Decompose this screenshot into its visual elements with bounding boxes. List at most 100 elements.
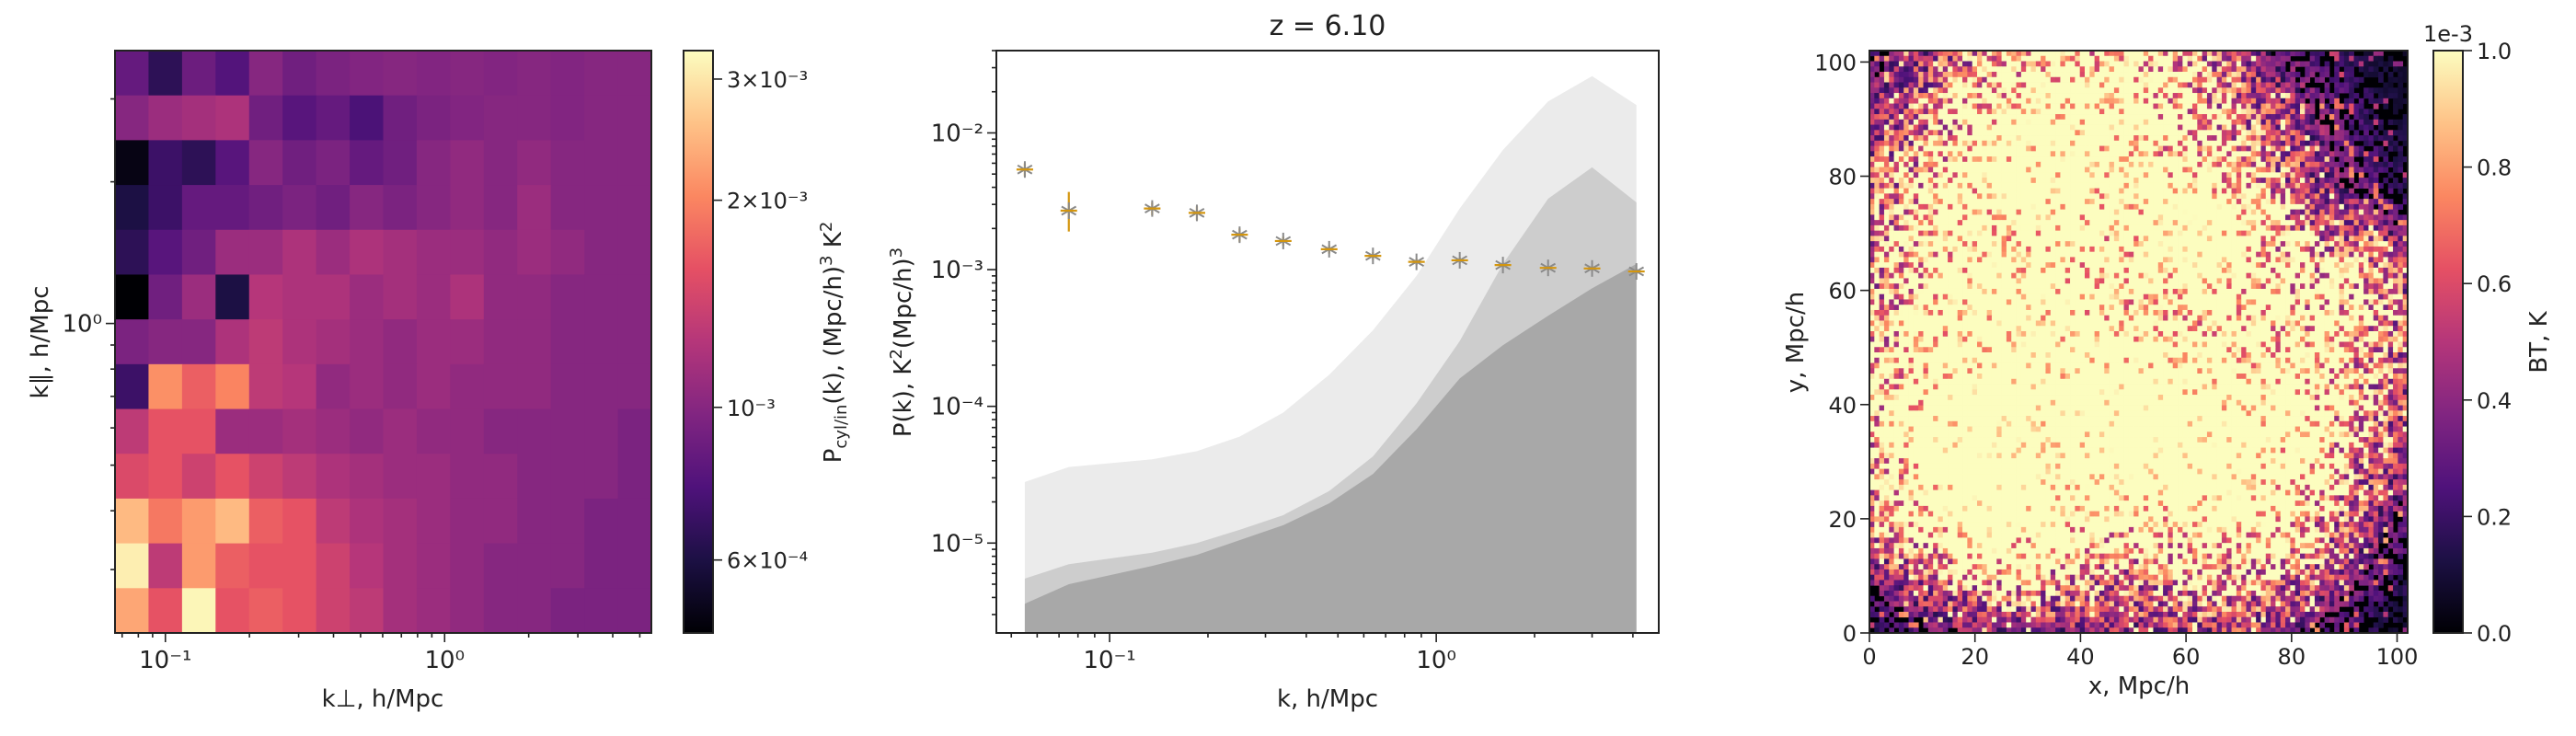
map-pixel (1952, 156, 1959, 163)
map-pixel (2006, 82, 2012, 88)
map-pixel (2026, 224, 2031, 232)
map-pixel (2368, 220, 2375, 226)
heatmap-cell (350, 185, 385, 231)
map-pixel (1923, 156, 1929, 163)
map-pixel (2319, 124, 2325, 131)
map-pixel (2163, 55, 2168, 62)
map-pixel (2250, 151, 2257, 157)
map-pixel (2104, 257, 2110, 263)
map-pixel (1986, 272, 1993, 279)
map-pixel (2314, 220, 2320, 226)
map-pixel (2363, 178, 2369, 184)
map-pixel (2070, 161, 2076, 167)
map-pixel (2349, 55, 2354, 62)
map-pixel (2109, 72, 2115, 78)
map-pixel (2085, 188, 2090, 194)
map-pixel (1913, 214, 1919, 221)
map-pixel (2172, 145, 2179, 152)
map-pixel (2368, 188, 2375, 194)
map-pixel (1933, 214, 1938, 221)
map-pixel (2172, 82, 2179, 88)
map-pixel (2148, 224, 2154, 232)
map-pixel (2055, 161, 2061, 167)
map-pixel (2280, 124, 2286, 131)
map-pixel (2182, 87, 2189, 94)
map-pixel (2011, 241, 2017, 247)
map-pixel (2060, 172, 2066, 178)
map-pixel (2157, 135, 2164, 142)
map-pixel (2329, 188, 2335, 194)
map-pixel (2271, 241, 2276, 247)
map-pixel (2339, 267, 2345, 274)
map-pixel (2319, 209, 2325, 215)
map-pixel (2133, 236, 2139, 242)
map-pixel (2172, 220, 2179, 226)
map-pixel (1908, 272, 1915, 279)
map-pixel (2363, 119, 2369, 125)
map-pixel (2035, 109, 2041, 115)
map-pixel (2109, 172, 2115, 178)
map-pixel (1923, 267, 1929, 274)
map-pixel (1903, 203, 1909, 211)
map-pixel (2133, 267, 2139, 274)
map-pixel (2353, 209, 2360, 215)
map-pixel (1908, 72, 1915, 78)
colorbar-tick-label: 2×10⁻³ (727, 189, 808, 214)
map-pixel (1903, 220, 1909, 226)
map-pixel (2402, 119, 2409, 125)
map-pixel (2256, 236, 2261, 242)
map-pixel (2094, 114, 2100, 121)
map-pixel (1952, 220, 1959, 226)
map-pixel (2339, 61, 2345, 67)
map-pixel (2104, 178, 2110, 184)
map-pixel (2178, 103, 2183, 109)
map-pixel (2216, 193, 2223, 200)
map-pixel (2104, 267, 2110, 274)
map-pixel (1967, 267, 1973, 274)
map-pixel (2236, 172, 2242, 178)
heatmap-cell (316, 498, 351, 545)
map-pixel (2294, 151, 2301, 157)
map-pixel (2143, 182, 2149, 190)
map-pixel (2250, 209, 2257, 215)
map-pixel (2172, 72, 2179, 78)
map-pixel (2334, 51, 2340, 57)
map-pixel (1893, 178, 1900, 184)
map-pixel (2157, 178, 2164, 184)
map-pixel (2148, 178, 2154, 184)
map-pixel (1938, 161, 1944, 167)
map-pixel (2324, 272, 2330, 279)
map-pixel (2398, 93, 2404, 99)
map-pixel (2260, 214, 2267, 221)
map-pixel (2055, 209, 2061, 215)
map-pixel (2368, 72, 2375, 78)
map-pixel (2192, 145, 2198, 152)
map-pixel (2187, 178, 2193, 184)
map-pixel (2045, 114, 2052, 121)
map-pixel (1923, 87, 1929, 94)
map-pixel (2075, 209, 2081, 215)
map-pixel (2178, 51, 2183, 57)
map-pixel (2241, 262, 2247, 269)
map-pixel (2016, 130, 2022, 136)
map-pixel (1982, 109, 1988, 115)
map-pixel (2119, 193, 2124, 200)
heatmap-cell (517, 185, 552, 231)
map-pixel (2050, 230, 2056, 236)
map-pixel (2334, 182, 2340, 190)
map-pixel (2206, 156, 2213, 163)
map-pixel (2128, 172, 2134, 178)
map-pixel (2212, 262, 2217, 269)
heatmap-cell (483, 588, 518, 634)
map-pixel (2079, 178, 2086, 184)
map-pixel (2094, 214, 2100, 221)
map-pixel (2309, 109, 2316, 115)
map-pixel (2172, 246, 2179, 253)
map-pixel (1918, 203, 1924, 211)
map-pixel (2030, 76, 2037, 83)
map-pixel (2109, 130, 2115, 136)
map-pixel (1908, 55, 1915, 62)
map-pixel (1889, 241, 1894, 247)
map-pixel (1913, 51, 1919, 57)
map-pixel (2305, 66, 2311, 73)
